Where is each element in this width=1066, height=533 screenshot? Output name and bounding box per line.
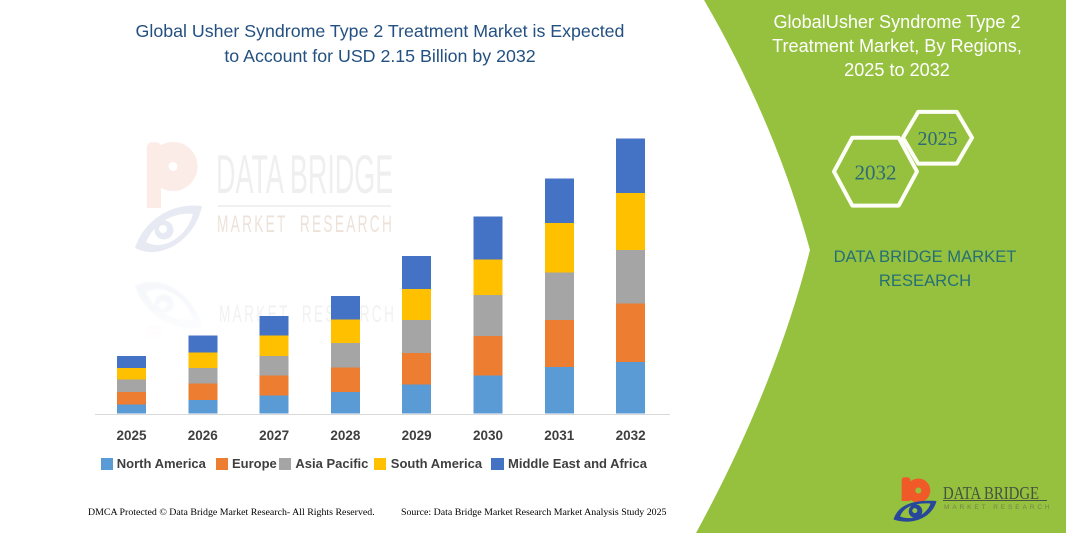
svg-text:2025: 2025 (918, 128, 958, 150)
svg-text:2032: 2032 (855, 161, 897, 185)
